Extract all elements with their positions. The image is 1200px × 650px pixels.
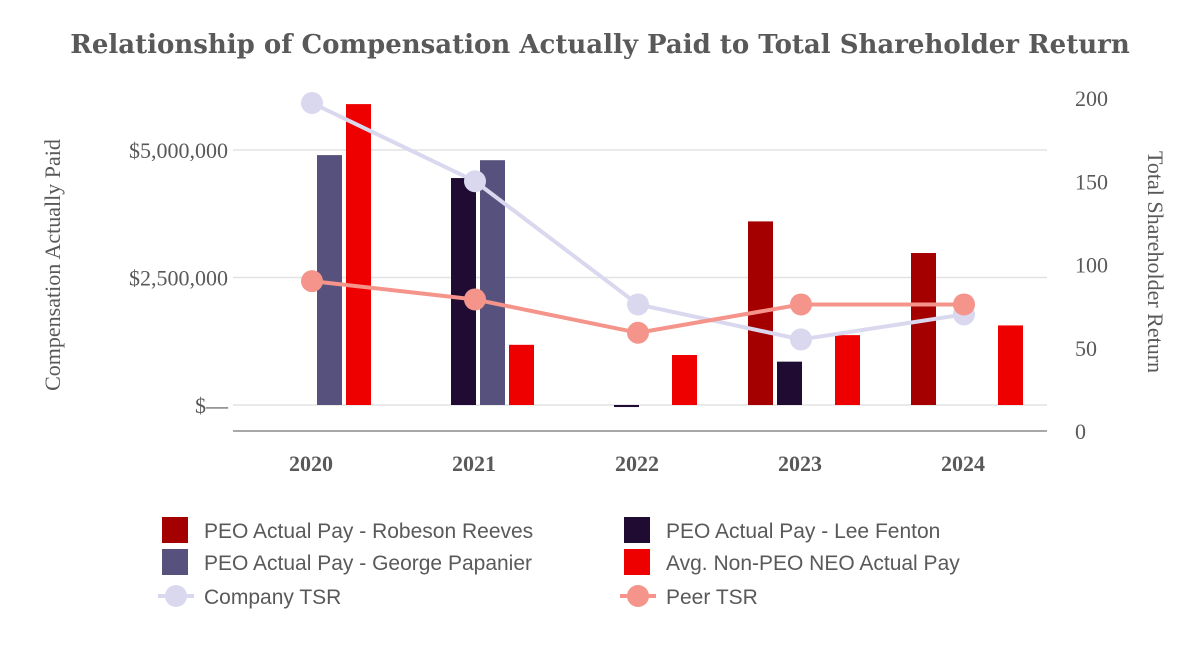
- bar: [777, 361, 802, 405]
- bar: [614, 405, 639, 408]
- legend-swatch: [624, 549, 650, 575]
- data-point: [464, 170, 486, 193]
- legend-marker: [627, 585, 649, 607]
- bar: [911, 253, 936, 405]
- chart-title: Relationship of Compensation Actually Pa…: [70, 30, 1130, 60]
- legend-swatch: [162, 517, 188, 543]
- data-point: [790, 293, 812, 316]
- right-tick-label: 0: [1075, 419, 1086, 444]
- category-label: 2021: [452, 451, 496, 476]
- legend-label: PEO Actual Pay - Lee Fenton: [666, 520, 940, 543]
- left-tick-label: $2,500,000: [129, 266, 228, 291]
- right-tick-label: 200: [1075, 86, 1108, 111]
- left-axis-ticks: $— $2,500,000 $5,000,000: [129, 138, 229, 418]
- bar: [835, 335, 860, 405]
- data-point: [464, 288, 486, 311]
- data-point: [790, 328, 812, 351]
- legend-label: Peer TSR: [666, 586, 758, 609]
- bar: [998, 325, 1023, 405]
- data-point: [953, 293, 975, 316]
- data-point: [627, 293, 649, 316]
- legend-label: PEO Actual Pay - Robeson Reeves: [204, 520, 533, 543]
- legend-label: PEO Actual Pay - George Papanier: [204, 552, 532, 575]
- category-label: 2022: [615, 451, 659, 476]
- legend-swatch: [162, 549, 188, 575]
- legend-label: Company TSR: [204, 586, 341, 609]
- data-point: [301, 91, 323, 114]
- category-labels: 2020 2021 2022 2023 2024: [289, 451, 985, 476]
- right-axis-title: Total Shareholder Return: [1143, 151, 1168, 373]
- left-axis-title: Compensation Actually Paid: [40, 139, 65, 391]
- legend-label: Avg. Non-PEO NEO Actual Pay: [666, 552, 960, 575]
- right-tick-label: 150: [1075, 169, 1108, 194]
- tsr-lines: [301, 91, 975, 351]
- left-tick-label: $—: [195, 393, 229, 418]
- right-tick-label: 50: [1075, 336, 1097, 361]
- data-point: [627, 321, 649, 344]
- legend-marker: [165, 585, 187, 607]
- category-label: 2020: [289, 451, 333, 476]
- bar: [672, 355, 697, 405]
- legend: PEO Actual Pay - Robeson Reeves PEO Actua…: [158, 517, 960, 609]
- left-tick-label: $5,000,000: [129, 138, 228, 163]
- bar: [509, 344, 534, 405]
- right-axis-ticks: 0 50 100 150 200: [1075, 86, 1108, 444]
- bar: [346, 104, 371, 405]
- right-tick-label: 100: [1075, 253, 1108, 278]
- legend-swatch: [624, 517, 650, 543]
- category-label: 2024: [941, 451, 985, 476]
- data-point: [301, 270, 323, 293]
- category-label: 2023: [778, 451, 822, 476]
